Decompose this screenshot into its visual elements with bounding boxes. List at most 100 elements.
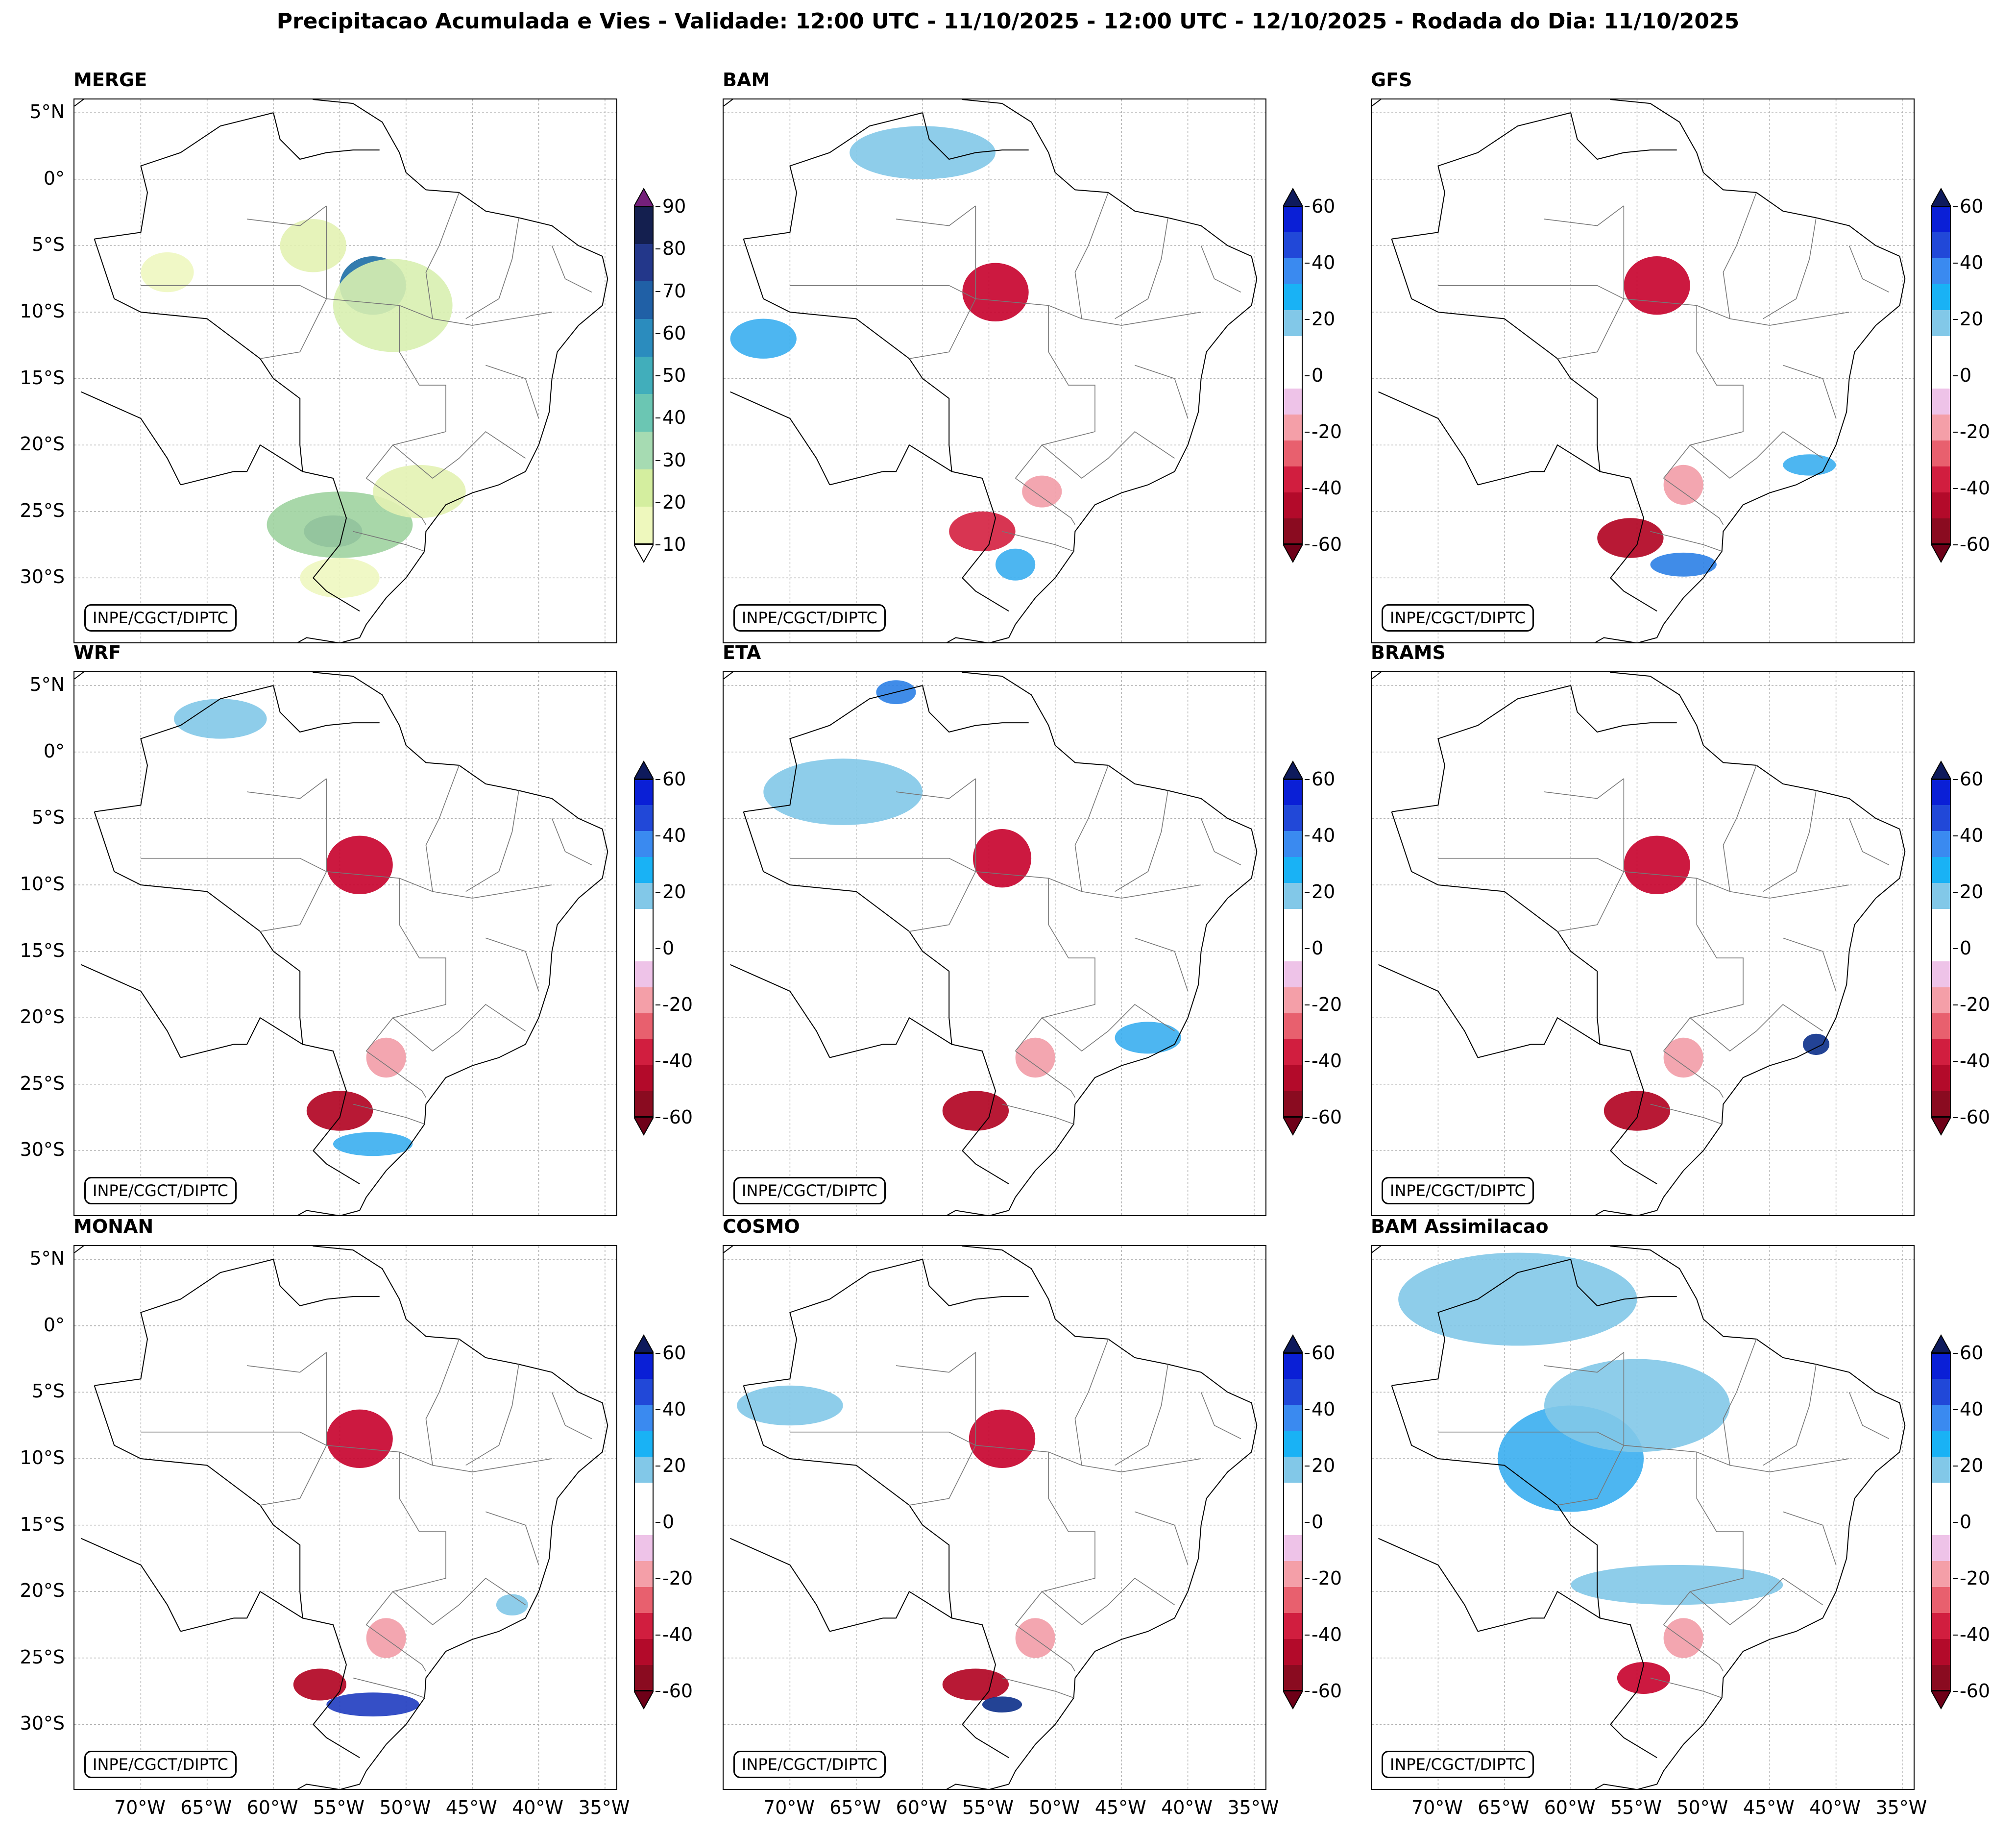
- colorbar-extend-min: [634, 544, 654, 563]
- colorbar-tick: [656, 1409, 660, 1410]
- colorbar-segment: [1931, 1483, 1951, 1509]
- colorbar-segment: [1283, 1431, 1303, 1457]
- coastline: [1372, 99, 1906, 642]
- country-border: [730, 1538, 830, 1632]
- field-patch: [174, 699, 267, 739]
- colorbar-segment: [634, 857, 654, 883]
- country-border: [1391, 1259, 1571, 1386]
- country-border: [1391, 685, 1571, 812]
- colorbar-segment: [1283, 284, 1303, 311]
- longitude-label: 45°W: [1094, 1797, 1146, 1818]
- colorbar-segment: [1283, 857, 1303, 883]
- colorbar-tick: [656, 291, 660, 292]
- field-patch: [1398, 1252, 1637, 1346]
- state-border: [909, 1352, 976, 1506]
- colorbar-tick: [1953, 1353, 1958, 1354]
- state-border: [1663, 1624, 1724, 1672]
- colorbar-segment: [634, 1638, 654, 1665]
- field-patch: [1650, 552, 1717, 577]
- colorbar-label: -60: [1312, 1680, 1342, 1702]
- state-border: [1438, 857, 1849, 899]
- colorbar-tick: [1953, 1004, 1958, 1005]
- country-border: [1530, 1017, 1601, 1045]
- state-border: [1723, 1339, 1757, 1466]
- colorbar-label: 0: [1312, 1511, 1324, 1533]
- colorbar-segment: [1283, 1091, 1303, 1118]
- state-border: [1042, 431, 1175, 479]
- colorbar-segment: [634, 1065, 654, 1092]
- field-patch: [1663, 1618, 1703, 1658]
- colorbar-label: 0: [1960, 937, 1972, 959]
- map-canvas: [724, 99, 1265, 642]
- colorbar-segment: [634, 1013, 654, 1040]
- country-border: [1438, 312, 1644, 518]
- country-border: [743, 112, 923, 240]
- country-border: [141, 312, 347, 518]
- country-border: [743, 1385, 790, 1459]
- country-border: [882, 1590, 952, 1619]
- colorbar-label: -20: [662, 994, 693, 1015]
- field-patch: [850, 126, 996, 179]
- latitude-label: 5°S: [31, 234, 65, 256]
- colorbar-segment: [1283, 987, 1303, 1014]
- colorbar-segment: [1931, 1065, 1951, 1092]
- credit-box: INPE/CGCT/DIPTC: [1382, 604, 1534, 632]
- country-border: [743, 239, 790, 313]
- map-panel-gfs: INPE/CGCT/DIPTC: [1371, 98, 1915, 643]
- state-border: [365, 1452, 446, 1625]
- country-border: [94, 1385, 141, 1459]
- colorbar-tick: [1305, 1061, 1310, 1062]
- field-patch: [1571, 1565, 1783, 1605]
- colorbar-label: -60: [1960, 534, 1991, 555]
- colorbar-tick: [1953, 1635, 1958, 1636]
- colorbar-extend-max: [1283, 1334, 1303, 1353]
- colorbar-label: 20: [1960, 881, 1984, 903]
- coastline: [724, 672, 1258, 1215]
- field-patch: [763, 758, 923, 825]
- colorbar-segment: [1283, 1613, 1303, 1639]
- colorbar-segment: [634, 206, 654, 245]
- colorbar-extend-min: [1283, 1690, 1303, 1710]
- field-patch: [1624, 835, 1690, 894]
- field-patch: [1015, 1618, 1055, 1658]
- colorbar-segment: [1931, 258, 1951, 285]
- colorbar-tick: [656, 502, 660, 503]
- colorbar-segment: [634, 1091, 654, 1118]
- colorbar-tick: [1305, 1466, 1310, 1467]
- field-patch: [962, 263, 1029, 321]
- colorbar-segment: [634, 987, 654, 1014]
- figure-title: Precipitacao Acumulada e Vies - Validade…: [276, 9, 1740, 34]
- latitude-label: 5°S: [31, 1380, 65, 1402]
- colorbar-tick: [1953, 263, 1958, 264]
- colorbar-label: 40: [1960, 1398, 1984, 1420]
- country-border: [312, 518, 360, 612]
- credit-box: INPE/CGCT/DIPTC: [733, 1751, 886, 1778]
- colorbar-tick: [656, 206, 660, 207]
- colorbar-segment: [1283, 1561, 1303, 1588]
- state-border: [392, 431, 526, 479]
- panel-title: ETA: [723, 642, 761, 663]
- colorbar-segment: [1283, 1353, 1303, 1379]
- state-border: [353, 1103, 425, 1125]
- colorbar-segment: [1283, 1039, 1303, 1066]
- field-patch: [1783, 454, 1836, 476]
- longitude-label: 35°W: [1875, 1797, 1927, 1818]
- colorbar-segment: [1283, 440, 1303, 467]
- colorbar-segment: [1283, 883, 1303, 909]
- colorbar-segment: [1283, 206, 1303, 233]
- state-border: [465, 218, 519, 319]
- colorbar-segment: [634, 1431, 654, 1457]
- colorbar-segment: [634, 356, 654, 394]
- colorbar-label: 40: [662, 407, 686, 429]
- latitude-label: 25°S: [20, 1646, 65, 1668]
- state-border: [353, 531, 425, 552]
- colorbar-label: 60: [1960, 768, 1984, 790]
- colorbar-tick: [1953, 892, 1958, 893]
- colorbar-segment: [1931, 1561, 1951, 1588]
- longitude-label: 65°W: [180, 1797, 232, 1818]
- latitude-label: 10°S: [20, 300, 65, 322]
- colorbar-tick: [1305, 1004, 1310, 1005]
- state-border: [1690, 1003, 1823, 1052]
- bias-colorbar: 60 40 20 0 -20 -40 -60: [1931, 760, 1990, 1136]
- field-patch: [730, 318, 797, 359]
